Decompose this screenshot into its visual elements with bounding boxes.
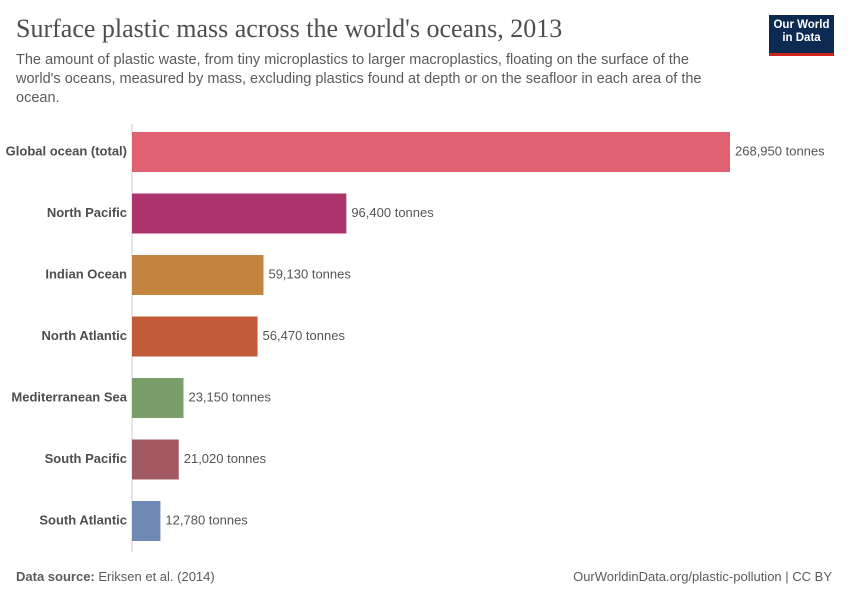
logo-line: Our World	[773, 19, 830, 31]
category-label: North Atlantic	[42, 328, 127, 343]
bar	[132, 193, 347, 234]
bar	[132, 501, 161, 541]
category-label: North Pacific	[47, 205, 127, 220]
value-label: 56,470 tonnes	[263, 328, 346, 343]
bar	[132, 439, 179, 480]
value-label: 96,400 tonnes	[351, 205, 434, 220]
value-label: 23,150 tonnes	[188, 389, 271, 404]
bar	[132, 378, 184, 418]
bar	[132, 316, 258, 357]
category-label: South Pacific	[45, 451, 127, 466]
logo[interactable]: Our World in Data	[769, 15, 834, 56]
value-label: 268,950 tonnes	[735, 143, 825, 158]
source-note: Data source: Eriksen et al. (2014)	[16, 569, 215, 584]
category-label: Global ocean (total)	[6, 143, 127, 158]
value-label: 59,130 tonnes	[268, 266, 351, 281]
logo-line: in Data	[782, 32, 821, 44]
source-label: Data source:	[16, 569, 95, 584]
source: Eriksen et al. (2014)	[98, 569, 215, 584]
category-label: Indian Ocean	[45, 266, 127, 281]
value-label: 12,780 tonnes	[165, 512, 248, 527]
chart-title: Surface plastic mass across the world's …	[16, 14, 563, 43]
value-label: 21,020 tonnes	[184, 451, 267, 466]
url[interactable]: OurWorldinData.org/plastic-pollution | C…	[573, 569, 832, 584]
bar	[132, 255, 264, 295]
chart-subtitle: The amount of plastic waste, from tiny m…	[16, 52, 702, 106]
bar	[132, 132, 730, 172]
category-label: South Atlantic	[39, 512, 127, 527]
category-label: Mediterranean Sea	[11, 389, 127, 404]
